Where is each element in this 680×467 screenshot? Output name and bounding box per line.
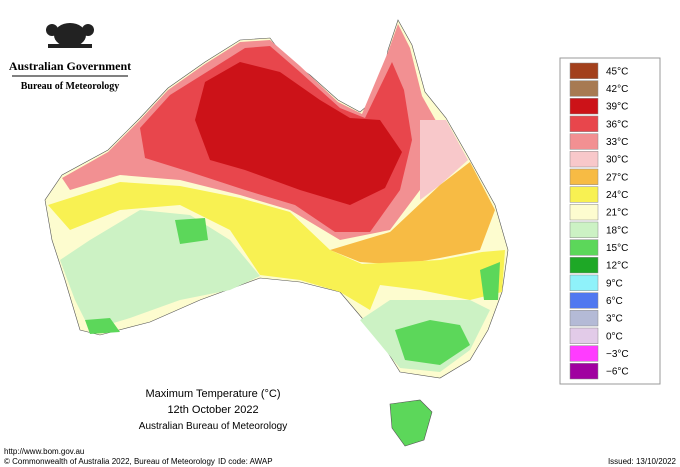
legend-swatch xyxy=(569,345,599,362)
legend-label: 6°C xyxy=(606,296,623,307)
legend-swatch xyxy=(569,221,599,238)
tasmania xyxy=(389,399,433,447)
map xyxy=(44,19,509,447)
legend-label: −3°C xyxy=(606,349,629,360)
legend-swatch xyxy=(569,239,599,256)
legend-swatch xyxy=(569,274,599,291)
legend-label: 18°C xyxy=(606,225,628,236)
zone-18 xyxy=(60,210,490,372)
zone-39 xyxy=(195,62,402,205)
legend-label: 45°C xyxy=(606,66,628,77)
legend-label: 42°C xyxy=(606,84,628,95)
legend-swatch xyxy=(569,98,599,115)
legend-label: 27°C xyxy=(606,172,628,183)
map-date: 12th October 2022 xyxy=(167,404,258,416)
legend-swatch xyxy=(569,115,599,132)
zone-24 xyxy=(48,182,505,310)
legend-swatch xyxy=(569,186,599,203)
legend-swatch xyxy=(569,62,599,79)
legend-label: 21°C xyxy=(606,208,628,219)
legend-label: 15°C xyxy=(606,243,628,254)
legend-label: 30°C xyxy=(606,155,628,166)
legend-swatch xyxy=(569,133,599,150)
crest xyxy=(46,23,94,48)
map-source: Australian Bureau of Meteorology xyxy=(139,421,287,432)
government-name: Australian Government xyxy=(9,59,131,73)
legend-swatch xyxy=(569,151,599,168)
footer-id: ID code: AWAP xyxy=(218,457,273,466)
legend-swatch xyxy=(569,310,599,327)
footer-url: http://www.bom.gov.au xyxy=(4,447,84,456)
legend-swatch xyxy=(569,292,599,309)
legend-swatch xyxy=(569,327,599,344)
map-title: Maximum Temperature (°C) xyxy=(145,388,280,400)
footer-issued: Issued: 13/10/2022 xyxy=(608,457,677,466)
legend-label: 24°C xyxy=(606,190,628,201)
legend-swatch xyxy=(569,168,599,185)
zone-27 xyxy=(330,162,495,265)
legend-label: −6°C xyxy=(606,367,629,378)
legend-label: 12°C xyxy=(606,261,628,272)
legend-label: 39°C xyxy=(606,102,628,113)
zone-30 xyxy=(420,120,468,200)
footer-copyright: © Commonwealth of Australia 2022, Bureau… xyxy=(4,457,215,466)
legend: 45°C 42°C 39°C 36°C 33°C 30°C 27°C 24°C 21°C 18°C… xyxy=(559,57,661,385)
legend-label: 0°C xyxy=(606,331,623,342)
legend-swatch xyxy=(569,204,599,221)
legend-label: 36°C xyxy=(606,119,628,130)
legend-swatch xyxy=(569,257,599,274)
agency-name: Bureau of Meteorology xyxy=(21,81,120,92)
zone-15 xyxy=(85,218,500,365)
legend-swatch xyxy=(569,363,599,380)
legend-label: 3°C xyxy=(606,314,623,325)
legend-swatch xyxy=(569,80,599,97)
legend-label: 9°C xyxy=(606,278,623,289)
legend-label: 33°C xyxy=(606,137,628,148)
